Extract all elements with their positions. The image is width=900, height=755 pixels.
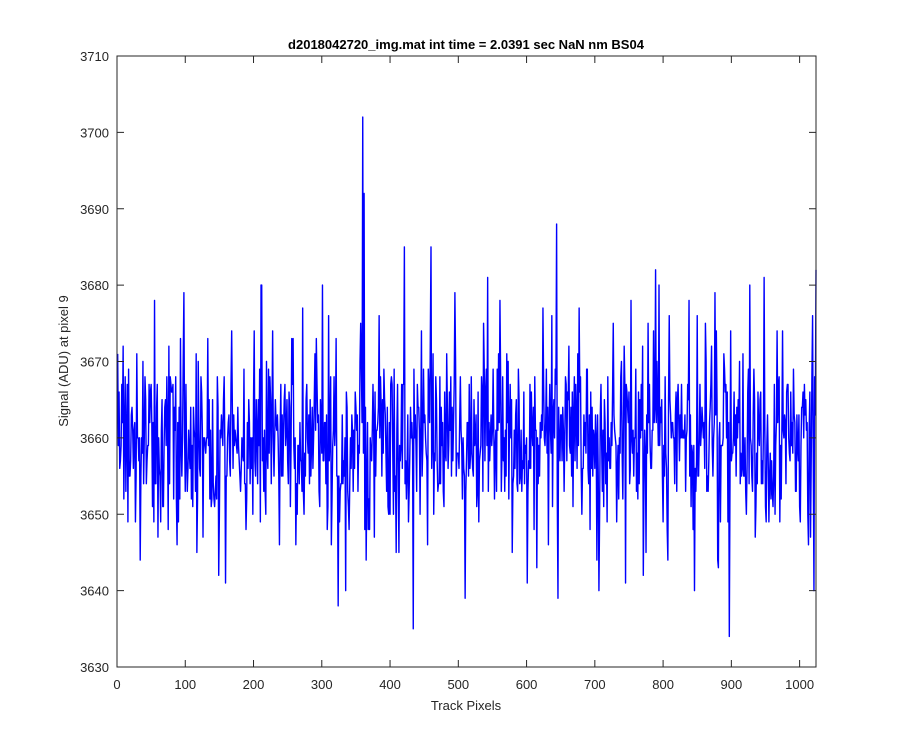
x-tick-label: 600 — [516, 677, 538, 692]
series-line — [116, 116, 817, 638]
y-tick-label: 3700 — [80, 125, 109, 140]
x-tick-label: 800 — [652, 677, 674, 692]
x-tick-label: 500 — [447, 677, 469, 692]
y-tick-label: 3690 — [80, 202, 109, 217]
x-tick-label: 300 — [311, 677, 333, 692]
x-tick-label: 700 — [584, 677, 606, 692]
y-tick-label: 3680 — [80, 278, 109, 293]
y-tick-label: 3650 — [80, 507, 109, 522]
y-tick-label: 3660 — [80, 431, 109, 446]
x-tick-label: 0 — [113, 677, 120, 692]
x-axis-label: Track Pixels — [431, 698, 502, 713]
y-ticks: 3630 3640 3650 3660 3670 3680 3690 3700 3710 — [80, 49, 816, 675]
y-tick-label: 3710 — [80, 49, 109, 64]
y-tick-label: 3640 — [80, 584, 109, 599]
chart-title: d2018042720_img.mat int time = 2.0391 se… — [288, 37, 645, 52]
y-axis-label: Signal (ADU) at pixel 9 — [56, 295, 71, 427]
series-layer — [116, 116, 817, 638]
x-tick-label: 1000 — [785, 677, 814, 692]
x-tick-label: 400 — [379, 677, 401, 692]
x-tick-label: 900 — [721, 677, 743, 692]
y-tick-label: 3670 — [80, 355, 109, 370]
plot-background — [117, 56, 816, 667]
x-tick-label: 100 — [174, 677, 196, 692]
y-tick-label: 3630 — [80, 660, 109, 675]
x-ticks: 0 100 200 300 400 500 600 700 800 900 1000 — [113, 56, 814, 692]
x-tick-label: 200 — [243, 677, 265, 692]
